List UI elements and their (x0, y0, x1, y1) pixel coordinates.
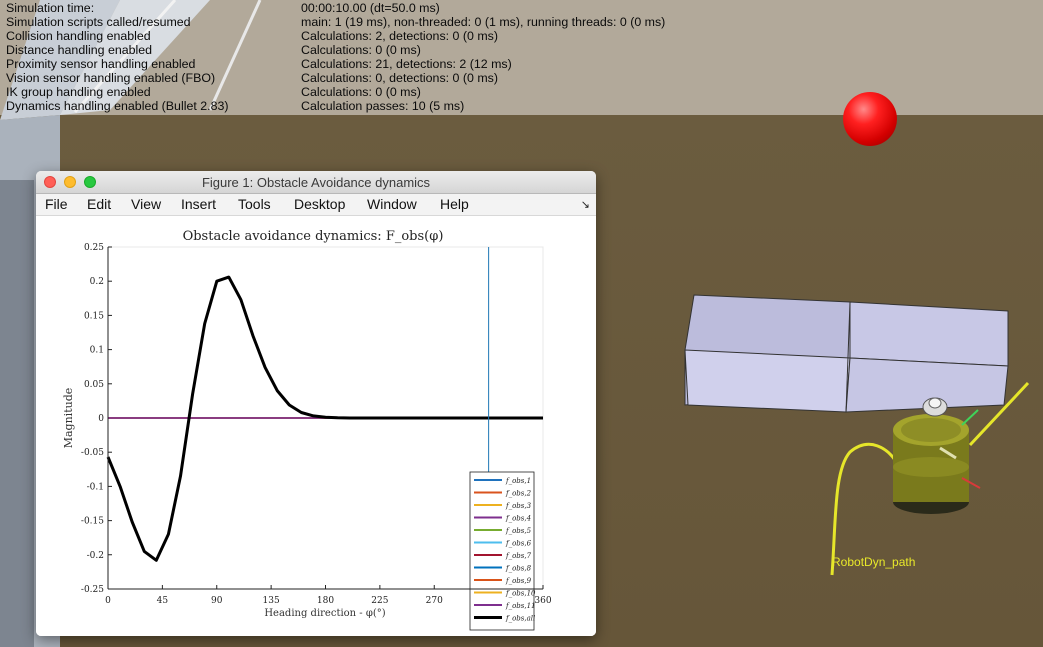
stats-label: Collision handling enabled (6, 29, 151, 43)
x-tick-label: 45 (157, 596, 169, 606)
obstacle-avoidance-chart[interactable]: Obstacle avoidance dynamics: F_obs(φ) 0.… (36, 216, 596, 636)
y-tick-label: -0.2 (87, 551, 104, 561)
y-tick-label: 0.2 (90, 277, 104, 287)
path-label: RobotDyn_path (832, 555, 916, 569)
stats-label: IK group handling enabled (6, 85, 151, 99)
legend-label: f_obs,10 (505, 590, 536, 598)
legend-label: f_obs,11 (505, 602, 536, 610)
x-tick-label: 90 (211, 596, 223, 606)
legend-label: f_obs,5 (505, 527, 532, 535)
figure-canvas[interactable]: Obstacle avoidance dynamics: F_obs(φ) 0.… (36, 216, 596, 636)
menu-file[interactable]: File (45, 196, 68, 212)
stats-label: Simulation time: (6, 1, 95, 15)
stats-label: Proximity sensor handling enabled (6, 57, 196, 71)
robot[interactable] (893, 397, 981, 514)
maximize-button[interactable] (84, 176, 96, 188)
y-tick-label: -0.25 (81, 585, 104, 595)
obstacle-box-face (684, 349, 851, 413)
legend-label: f_obs,all (505, 615, 535, 623)
y-tick-label: 0.1 (90, 346, 104, 356)
stats-value: Calculations: 21, detections: 2 (12 ms) (301, 57, 512, 71)
stats-value: 00:00:10.00 (dt=50.0 ms) (301, 1, 440, 15)
legend-label: f_obs,7 (505, 552, 532, 560)
legend-label: f_obs,1 (505, 477, 531, 485)
legend-label: f_obs,8 (505, 565, 532, 573)
menu-bar: File Edit View Insert Tools Desktop Wind… (36, 194, 596, 216)
series-line-12 (106, 275, 543, 562)
y-tick-label: -0.15 (81, 517, 104, 527)
stats-value: Calculations: 0 (0 ms) (301, 85, 421, 99)
scene-wall-shadow (0, 180, 34, 647)
minimize-button[interactable] (64, 176, 76, 188)
y-tick-label: 0 (98, 414, 104, 424)
dock-arrow-icon[interactable]: ↘ (580, 199, 590, 211)
window-titlebar[interactable]: Figure 1: Obstacle Avoidance dynamics (36, 171, 596, 194)
obstacle-box-top (849, 301, 1009, 367)
y-tick-label: 0.25 (84, 243, 104, 253)
series-group (106, 275, 543, 562)
chart-legend[interactable]: f_obs,1 f_obs,2 f_obs,3 f_obs,4 f_obs,5 f_obs… (469, 471, 536, 631)
menu-insert[interactable]: Insert (181, 196, 217, 212)
x-axis-label: Heading direction - φ(°) (264, 608, 385, 619)
stats-value: Calculation passes: 10 (5 ms) (301, 99, 465, 113)
y-tick-label: 0.15 (84, 311, 104, 321)
scene-wall-top (0, 0, 120, 120)
y-tick-label: -0.1 (87, 482, 104, 492)
menu-desktop[interactable]: Desktop (294, 196, 346, 212)
stats-value: main: 1 (19 ms), non-threaded: 0 (1 ms),… (301, 15, 666, 29)
target-sphere[interactable] (843, 92, 897, 146)
close-button[interactable] (44, 176, 56, 188)
menu-help[interactable]: Help (440, 196, 469, 212)
legend-label: f_obs,4 (505, 515, 531, 523)
stats-value: Calculations: 0, detections: 0 (0 ms) (301, 71, 498, 85)
legend-label: f_obs,2 (505, 490, 532, 498)
x-tick-label: 180 (317, 596, 334, 606)
robot-path[interactable] (830, 442, 897, 576)
y-axis-label: Magnitude (62, 388, 75, 449)
obstacle-box-face (845, 357, 1009, 413)
scene-wall-edge (73, 0, 177, 113)
stats-value: Calculations: 0 (0 ms) (301, 43, 421, 57)
figure-window[interactable]: Figure 1: Obstacle Avoidance dynamics Fi… (36, 171, 596, 636)
menu-tools[interactable]: Tools (238, 196, 271, 212)
scene-wall-edge (208, 0, 262, 111)
stats-label: Distance handling enabled (6, 43, 153, 57)
x-tick-label: 0 (105, 596, 111, 606)
x-tick-label: 225 (371, 596, 388, 606)
x-tick-label: 270 (426, 596, 443, 606)
menu-window[interactable]: Window (367, 196, 417, 212)
menu-edit[interactable]: Edit (87, 196, 112, 212)
legend-box (469, 471, 535, 631)
stats-label: Dynamics handling enabled (Bullet 2.83) (6, 99, 229, 113)
menu-view[interactable]: View (131, 196, 162, 212)
legend-label: f_obs,3 (505, 502, 532, 510)
x-tick-label: 360 (534, 596, 551, 606)
stats-label: Vision sensor handling enabled (FBO) (6, 71, 216, 85)
stats-value: Calculations: 2, detections: 0 (0 ms) (301, 29, 498, 43)
stats-label: Simulation scripts called/resumed (6, 15, 191, 29)
y-tick-label: -0.05 (81, 448, 104, 458)
y-tick-label: 0.05 (84, 380, 104, 390)
legend-label: f_obs,9 (505, 577, 532, 585)
legend-label: f_obs,6 (505, 540, 532, 548)
y-axis: 0.25 0.2 0.15 0.1 0.05 0 -0.05 -0.1 -0.15 -0.2 -0.… (81, 243, 112, 595)
robot-path-segment (968, 381, 1030, 447)
x-tick-label: 135 (263, 596, 280, 606)
window-title: Figure 1: Obstacle Avoidance dynamics (201, 175, 431, 190)
chart-title: Obstacle avoidance dynamics: F_obs(φ) (183, 229, 444, 244)
